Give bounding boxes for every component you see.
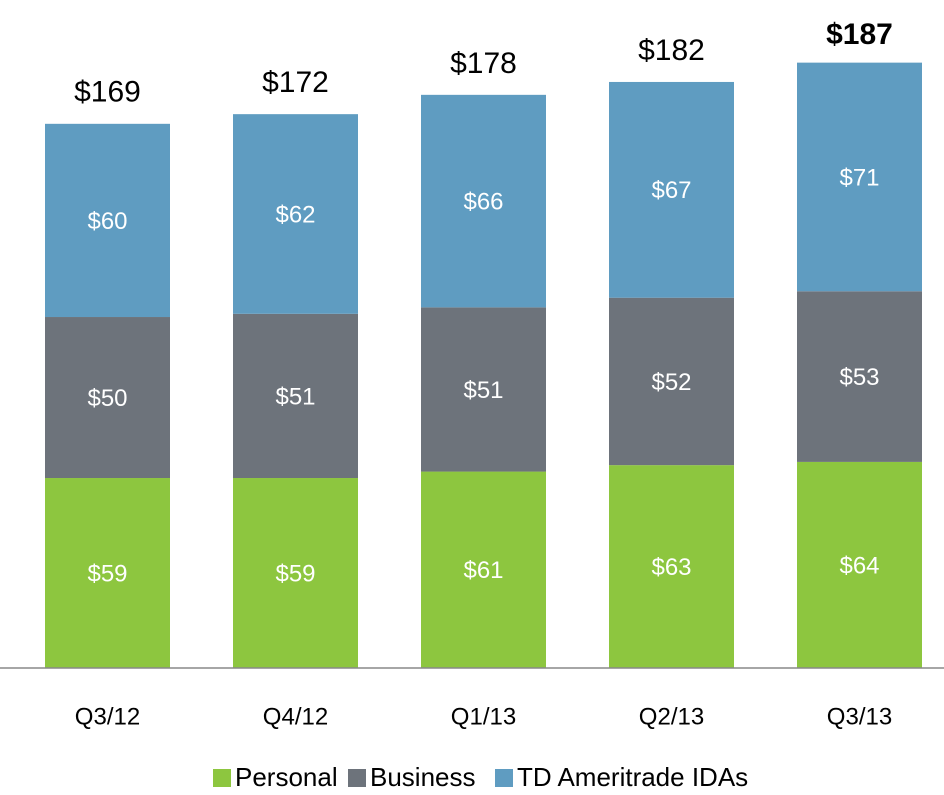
data-label: $51 (463, 377, 503, 404)
x-tick-label: Q3/13 (827, 703, 892, 730)
bar-segment (609, 81, 734, 298)
data-label: $60 (87, 208, 127, 235)
data-label: $59 (275, 560, 315, 587)
legend-swatch (495, 769, 513, 787)
legend-swatch (348, 769, 366, 787)
bar-segment (609, 297, 734, 466)
bar-segment (797, 461, 922, 668)
bar-segment (233, 478, 358, 668)
bar-segment (45, 478, 170, 668)
legend-swatch (213, 769, 231, 787)
total-label: $169 (74, 76, 141, 109)
total-label: $172 (262, 66, 329, 99)
data-label: $59 (87, 560, 127, 587)
legend-label: Personal (235, 762, 338, 792)
data-label: $61 (463, 557, 503, 584)
data-label: $52 (651, 369, 691, 396)
data-label: $66 (463, 188, 503, 215)
total-label: $178 (450, 47, 517, 80)
x-tick-label: Q1/13 (451, 703, 516, 730)
total-label: $187 (826, 18, 893, 51)
bar-segment (233, 313, 358, 479)
bar-segment (421, 94, 546, 308)
data-label: $53 (839, 364, 879, 391)
x-tick-label: Q3/12 (75, 703, 140, 730)
data-label: $67 (651, 177, 691, 204)
bar-segment (421, 471, 546, 668)
bar-segment (45, 123, 170, 318)
legend-label: TD Ameritrade IDAs (517, 762, 748, 792)
data-label: $71 (839, 164, 879, 191)
data-label: $62 (275, 201, 315, 228)
x-tick-label: Q4/12 (263, 703, 328, 730)
bar-segment (45, 317, 170, 479)
data-label: $51 (275, 383, 315, 410)
data-label: $64 (839, 552, 879, 579)
bar-segment (233, 114, 358, 314)
legend-label: Business (370, 762, 476, 792)
data-label: $50 (87, 385, 127, 412)
bar-segment (797, 62, 922, 292)
total-label: $182 (638, 34, 705, 67)
bar-segment (421, 307, 546, 472)
data-label: $63 (651, 554, 691, 581)
x-tick-label: Q2/13 (639, 703, 704, 730)
bar-segment (609, 465, 734, 668)
bar-segment (797, 291, 922, 462)
